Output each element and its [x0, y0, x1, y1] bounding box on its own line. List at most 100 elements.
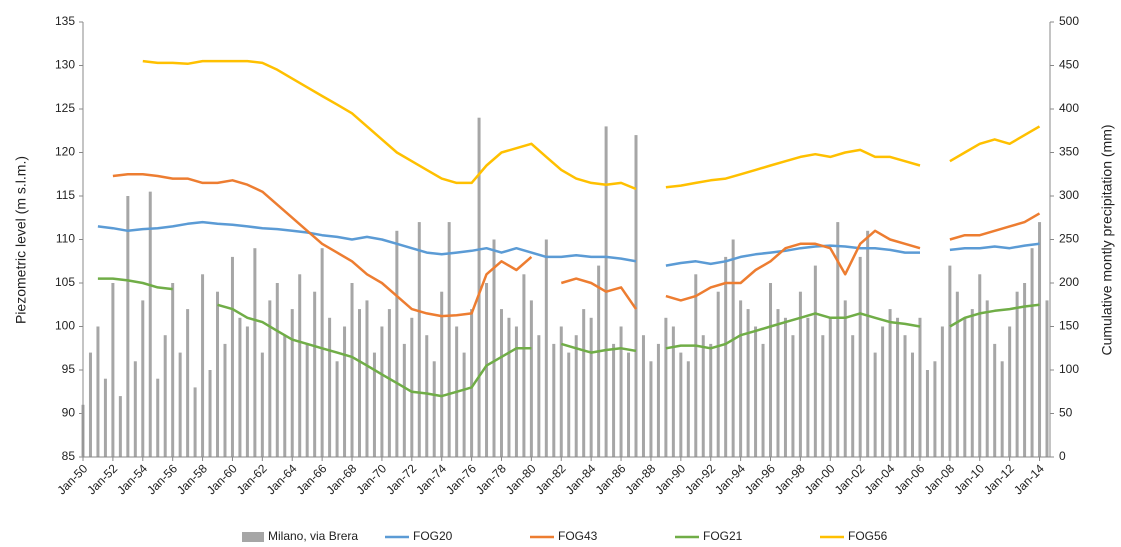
precip-bar [208, 370, 212, 457]
precip-bar [828, 317, 832, 457]
precip-bar [836, 222, 840, 457]
precip-bar [686, 361, 690, 457]
precip-bar [275, 283, 279, 457]
precip-bar [343, 326, 347, 457]
precip-bar [985, 300, 989, 457]
precip-bar [313, 291, 317, 457]
precip-bar [118, 396, 122, 457]
precip-bar [163, 335, 167, 457]
precip-bar [350, 283, 354, 457]
precip-bar [634, 135, 638, 457]
precip-bar [238, 317, 242, 457]
precip-bar [290, 309, 294, 457]
x-tick-label: Jan-50 [55, 461, 91, 497]
precip-bar [798, 291, 802, 457]
precip-bar [761, 343, 765, 457]
precip-bar [910, 352, 914, 457]
precip-bar [806, 317, 810, 457]
precip-bar [514, 326, 518, 457]
precip-bar [357, 309, 361, 457]
precip-bar [462, 352, 466, 457]
y-tick-label: 120 [55, 145, 75, 159]
precip-bar [260, 352, 264, 457]
precip-bar [178, 352, 182, 457]
precip-bar [731, 239, 735, 457]
y2-tick-label: 250 [1059, 232, 1079, 246]
precip-bar [133, 361, 137, 457]
x-tick-label: Jan-88 [622, 461, 658, 497]
x-tick-label: Jan-78 [473, 461, 509, 497]
precip-bar [335, 361, 339, 457]
precip-bar [328, 317, 332, 457]
precip-bar [918, 317, 922, 457]
precip-bar [529, 300, 533, 457]
x-tick-label: Jan-06 [891, 461, 927, 497]
precip-bar [193, 387, 197, 457]
precip-bar [365, 300, 369, 457]
precip-bar [612, 343, 616, 457]
precip-bar [499, 309, 503, 457]
y-tick-label: 100 [55, 319, 75, 333]
x-tick-label: Jan-84 [563, 461, 599, 497]
precip-bar [470, 309, 474, 457]
precip-bar [111, 283, 115, 457]
x-tick-label: Jan-62 [234, 461, 270, 497]
precip-bar [410, 317, 414, 457]
precip-bar [88, 352, 92, 457]
precip-bar [619, 326, 623, 457]
precip-bar [417, 222, 421, 457]
y2-tick-label: 300 [1059, 188, 1079, 202]
x-tick-label: Jan-70 [353, 461, 389, 497]
precip-bar [485, 283, 489, 457]
precip-bar [305, 343, 309, 457]
y2-axis-title: Cumulative montly precipitation (mm) [1099, 124, 1115, 355]
x-tick-label: Jan-64 [264, 461, 300, 497]
legend-label: FOG20 [413, 529, 453, 543]
y-tick-label: 90 [62, 406, 76, 420]
precip-bar [813, 265, 817, 457]
precip-bar [589, 317, 593, 457]
precip-bar [298, 274, 302, 457]
x-tick-label: Jan-08 [921, 461, 957, 497]
precip-bar [896, 317, 900, 457]
precip-bar [492, 239, 496, 457]
precip-bar [888, 309, 892, 457]
precip-bar [477, 117, 481, 457]
precip-bar [881, 326, 885, 457]
precip-bar [387, 309, 391, 457]
precip-bar [507, 317, 511, 457]
x-tick-label: Jan-94 [712, 461, 748, 497]
precip-bar [955, 291, 959, 457]
precip-bar [103, 378, 107, 457]
precip-bar [372, 352, 376, 457]
precip-bar [858, 256, 862, 457]
precip-bar [402, 343, 406, 457]
precip-bar [559, 326, 563, 457]
precip-bar [851, 335, 855, 457]
y-tick-label: 130 [55, 58, 75, 72]
y-axis-title: Piezometric level (m s.l.m.) [13, 156, 29, 324]
precip-bar [963, 317, 967, 457]
precip-bar [739, 300, 743, 457]
y-tick-label: 115 [56, 188, 75, 202]
precip-bar [1000, 361, 1004, 457]
legend-swatch [242, 532, 264, 542]
precip-bar [582, 309, 586, 457]
x-tick-label: Jan-86 [593, 461, 629, 497]
precip-bar [552, 343, 556, 457]
precip-bar [649, 361, 653, 457]
x-tick-label: Jan-02 [832, 461, 868, 497]
precip-bar [201, 274, 205, 457]
precip-bar [694, 274, 698, 457]
x-tick-label: Jan-58 [174, 461, 210, 497]
y2-tick-label: 450 [1059, 58, 1079, 72]
x-tick-label: Jan-52 [84, 461, 120, 497]
precip-bar [993, 343, 997, 457]
precip-bar [925, 370, 929, 457]
x-tick-label: Jan-04 [862, 461, 898, 497]
x-tick-label: Jan-74 [413, 461, 449, 497]
precip-bar [873, 352, 877, 457]
series-line [142, 59, 1041, 191]
y2-tick-label: 100 [1059, 362, 1079, 376]
x-tick-label: Jan-68 [324, 461, 360, 497]
